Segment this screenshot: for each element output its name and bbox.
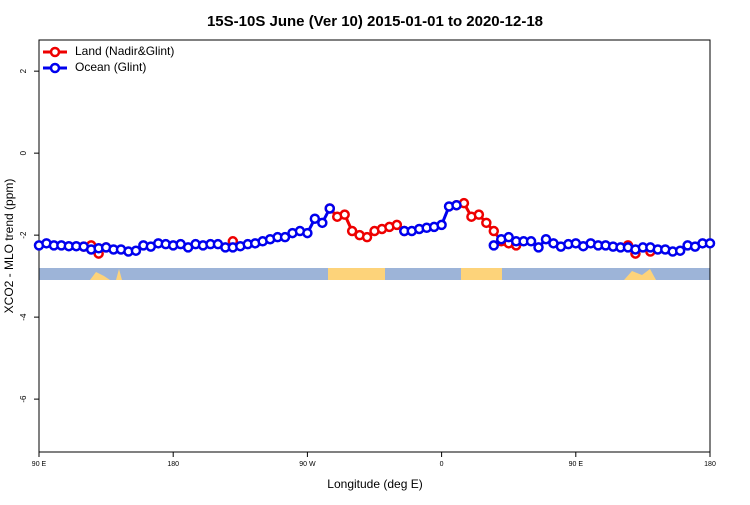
x-tick-label: 90 W [299, 461, 316, 468]
data-point [525, 236, 537, 247]
x-tick-label: 90 E [569, 461, 584, 468]
data-point [309, 213, 321, 224]
legend-label: Ocean (Glint) [75, 60, 146, 74]
data-point [391, 219, 403, 231]
data-point [324, 203, 336, 214]
x-axis-label: Longitude (deg E) [327, 477, 422, 491]
data-point [704, 238, 716, 249]
data-point [488, 240, 500, 251]
y-tick-label: -6 [19, 395, 28, 403]
land-bump [90, 272, 110, 280]
data-point [317, 217, 328, 229]
data-point [279, 231, 291, 243]
y-tick-label: 0 [19, 150, 28, 155]
y-axis-label: XCO2 - MLO trend (ppm) [2, 179, 16, 314]
data-point [451, 199, 462, 211]
data-point [436, 219, 447, 231]
data-point [346, 225, 358, 237]
y-tick-label: -2 [19, 231, 28, 239]
data-point [533, 242, 544, 253]
data-point [130, 245, 142, 256]
data-point [481, 217, 492, 229]
x-tick-label: 180 [167, 461, 179, 468]
data-point [473, 209, 485, 220]
legend-label: Land (Nadir&Glint) [75, 44, 174, 58]
y-tick-label: -4 [19, 313, 28, 321]
legend-marker [49, 46, 61, 58]
data-point [339, 209, 350, 220]
x-tick-label: 90 E [32, 461, 47, 468]
data-point [302, 227, 313, 239]
y-tick-label: 2 [19, 68, 28, 73]
land-band [328, 268, 385, 280]
land-bump [116, 269, 122, 280]
land-bump [624, 269, 656, 280]
data-point [503, 231, 514, 243]
land-band [461, 268, 502, 280]
data-point [674, 245, 686, 256]
chart-title: 15S-10S June (Ver 10) 2015-01-01 to 2020… [207, 13, 543, 30]
data-point [361, 231, 373, 243]
legend-marker [49, 62, 61, 74]
data-point [488, 225, 500, 237]
x-tick-label: 0 [440, 461, 444, 468]
x-tick-label: 180 [704, 461, 716, 468]
data-point [540, 233, 552, 245]
surface-mask [39, 268, 710, 280]
